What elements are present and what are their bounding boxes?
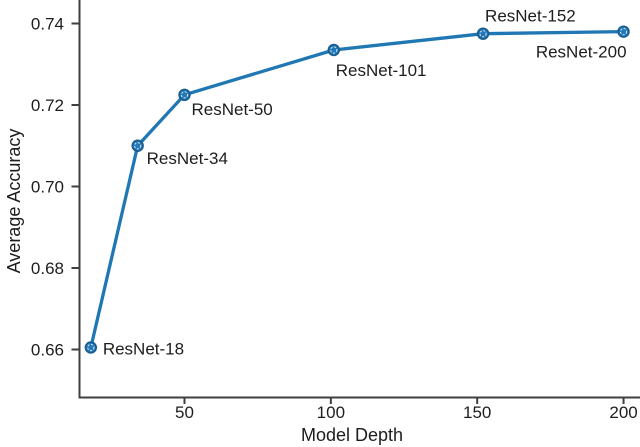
data-point-marker-resnet-50 <box>178 88 191 102</box>
y-tick-label: 0.66 <box>31 341 64 360</box>
data-point-marker-resnet-18 <box>84 341 98 354</box>
series-line <box>89 29 626 350</box>
x-tick-label: 200 <box>609 403 637 422</box>
x-axis-title: Model Depth <box>301 425 403 445</box>
point-annotation: ResNet-34 <box>147 149 228 168</box>
point-annotations: ResNet-18 ResNet-34 ResNet-50 ResNet-101 Res… <box>103 7 627 359</box>
marker-inner-ring <box>330 46 338 54</box>
x-tick-label: 150 <box>463 403 491 422</box>
x-axis-ticks: 50 100 150 200 <box>175 397 638 422</box>
marker-inner-ring <box>619 28 628 36</box>
y-tick-label: 0.70 <box>31 178 64 197</box>
marker-inner-ring <box>479 30 487 38</box>
point-annotation: ResNet-18 <box>103 339 184 358</box>
y-axis-title: Average Accuracy <box>4 129 24 274</box>
y-tick-label: 0.74 <box>31 15 64 34</box>
point-annotation: ResNet-152 <box>485 7 576 26</box>
y-tick-label: 0.72 <box>31 96 64 115</box>
data-series <box>84 25 630 354</box>
data-point-marker-resnet-152 <box>476 27 490 40</box>
data-point-marker-resnet-200 <box>617 25 630 38</box>
y-tick-label: 0.68 <box>31 259 64 278</box>
data-point-marker-resnet-34 <box>131 139 144 152</box>
marker-inner-ring <box>87 343 95 352</box>
y-axis-ticks: 0.66 0.68 0.70 0.72 0.74 <box>31 15 79 360</box>
marker-inner-ring <box>180 91 189 99</box>
x-tick-label: 100 <box>317 403 345 422</box>
x-tick-label: 50 <box>175 403 194 422</box>
point-annotation: ResNet-200 <box>536 43 627 62</box>
point-annotation: ResNet-50 <box>192 100 273 119</box>
data-point-marker-resnet-101 <box>327 43 340 57</box>
point-annotation: ResNet-101 <box>336 61 427 80</box>
marker-inner-ring <box>134 142 142 150</box>
